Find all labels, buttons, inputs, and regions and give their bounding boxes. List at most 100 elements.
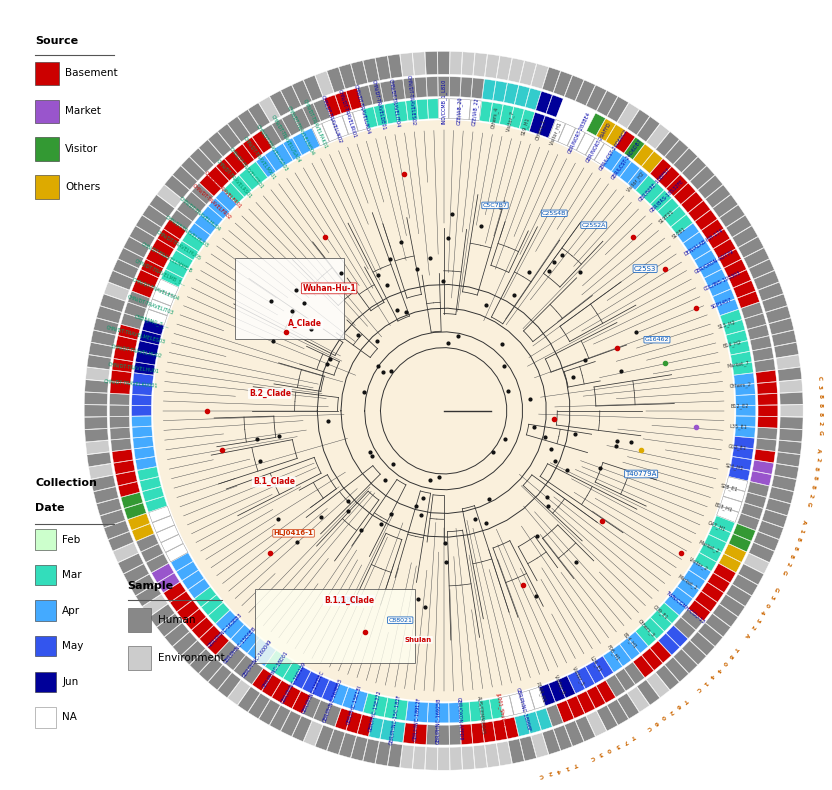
Wedge shape — [730, 352, 752, 365]
Text: CHN/DT-TRAVLELNO04: CHN/DT-TRAVLELNO04 — [286, 105, 315, 156]
Wedge shape — [303, 696, 320, 718]
Wedge shape — [769, 487, 794, 503]
Wedge shape — [404, 78, 416, 99]
Wedge shape — [745, 492, 766, 508]
Wedge shape — [363, 693, 378, 715]
Wedge shape — [152, 289, 175, 306]
Text: Visitor_2: Visitor_2 — [688, 556, 709, 572]
Wedge shape — [744, 248, 770, 269]
Text: Market: Market — [65, 107, 102, 116]
Wedge shape — [223, 182, 244, 204]
Wedge shape — [239, 168, 260, 190]
Text: May: May — [62, 641, 83, 651]
Wedge shape — [460, 724, 473, 744]
Wedge shape — [256, 645, 276, 666]
Text: DEN/ALAB-HH-174: DEN/ALAB-HH-174 — [683, 228, 724, 257]
Text: 2: 2 — [815, 457, 820, 462]
Text: HLJ0416-1: HLJ0416-1 — [274, 530, 314, 536]
Wedge shape — [577, 108, 595, 130]
Wedge shape — [483, 79, 496, 100]
Text: C5C7B7: C5C7B7 — [483, 203, 508, 208]
Wedge shape — [758, 405, 778, 416]
Text: S13_H2: S13_H2 — [717, 318, 736, 329]
Wedge shape — [124, 303, 146, 318]
Wedge shape — [651, 611, 671, 631]
Text: L24_E1: L24_E1 — [589, 655, 603, 673]
Wedge shape — [471, 78, 484, 99]
Wedge shape — [335, 92, 351, 114]
Wedge shape — [181, 156, 206, 181]
Text: GBR/PHNC-18D01: GBR/PHNC-18D01 — [261, 650, 290, 690]
Wedge shape — [779, 429, 803, 442]
Wedge shape — [558, 675, 576, 698]
Wedge shape — [142, 594, 168, 617]
Text: Visitor: Visitor — [65, 145, 98, 154]
Wedge shape — [339, 64, 356, 89]
Wedge shape — [312, 675, 329, 698]
Wedge shape — [450, 51, 463, 75]
Wedge shape — [473, 745, 488, 769]
Wedge shape — [293, 667, 311, 689]
Wedge shape — [130, 226, 155, 247]
Wedge shape — [587, 113, 606, 136]
Text: CHN/DT-TRAVELKU001: CHN/DT-TRAVELKU001 — [103, 378, 158, 389]
FancyBboxPatch shape — [35, 565, 56, 585]
Wedge shape — [755, 359, 775, 372]
Wedge shape — [724, 259, 746, 278]
Wedge shape — [157, 229, 180, 249]
Wedge shape — [131, 280, 154, 298]
Wedge shape — [351, 61, 368, 85]
FancyBboxPatch shape — [35, 175, 59, 199]
Wedge shape — [485, 743, 500, 768]
Text: GBR/PHNC-16925B: GBR/PHNC-16925B — [435, 698, 441, 744]
Wedge shape — [256, 156, 276, 177]
Wedge shape — [161, 269, 183, 287]
Text: B.2_Clade: B.2_Clade — [249, 389, 291, 398]
Wedge shape — [704, 535, 726, 552]
Wedge shape — [597, 91, 617, 116]
Text: 8: 8 — [812, 475, 817, 480]
Wedge shape — [449, 99, 460, 118]
Wedge shape — [151, 239, 174, 258]
Wedge shape — [208, 665, 231, 690]
Wedge shape — [615, 668, 635, 691]
Wedge shape — [142, 487, 164, 502]
Text: S19T21: S19T21 — [658, 209, 676, 224]
Wedge shape — [131, 416, 151, 427]
Wedge shape — [755, 450, 775, 463]
Wedge shape — [681, 641, 706, 665]
Wedge shape — [181, 641, 206, 665]
Wedge shape — [302, 128, 320, 150]
Wedge shape — [690, 632, 715, 656]
Text: A: A — [801, 518, 807, 525]
Wedge shape — [262, 675, 281, 697]
Wedge shape — [188, 224, 210, 243]
Wedge shape — [166, 544, 188, 562]
Wedge shape — [576, 80, 596, 106]
Text: C: C — [538, 772, 544, 777]
Wedge shape — [617, 103, 639, 129]
Text: GBR/LCST-24D6DB7: GBR/LCST-24D6DB7 — [610, 137, 643, 180]
Wedge shape — [239, 631, 260, 653]
Wedge shape — [587, 686, 606, 709]
Wedge shape — [519, 690, 535, 712]
Wedge shape — [531, 64, 548, 89]
Wedge shape — [184, 192, 206, 213]
Wedge shape — [84, 404, 107, 417]
Wedge shape — [252, 130, 272, 153]
Wedge shape — [375, 741, 391, 766]
Wedge shape — [674, 617, 696, 638]
Wedge shape — [218, 672, 241, 698]
Wedge shape — [374, 104, 388, 126]
Wedge shape — [681, 156, 706, 181]
Wedge shape — [515, 85, 530, 107]
Wedge shape — [519, 61, 537, 85]
Wedge shape — [131, 405, 151, 416]
Wedge shape — [274, 656, 293, 678]
Wedge shape — [216, 159, 237, 181]
Text: S28_E1: S28_E1 — [720, 482, 739, 492]
Wedge shape — [248, 103, 270, 129]
Text: 8: 8 — [818, 412, 823, 416]
Text: Visitor_7: Visitor_7 — [505, 110, 516, 132]
Wedge shape — [128, 514, 150, 530]
